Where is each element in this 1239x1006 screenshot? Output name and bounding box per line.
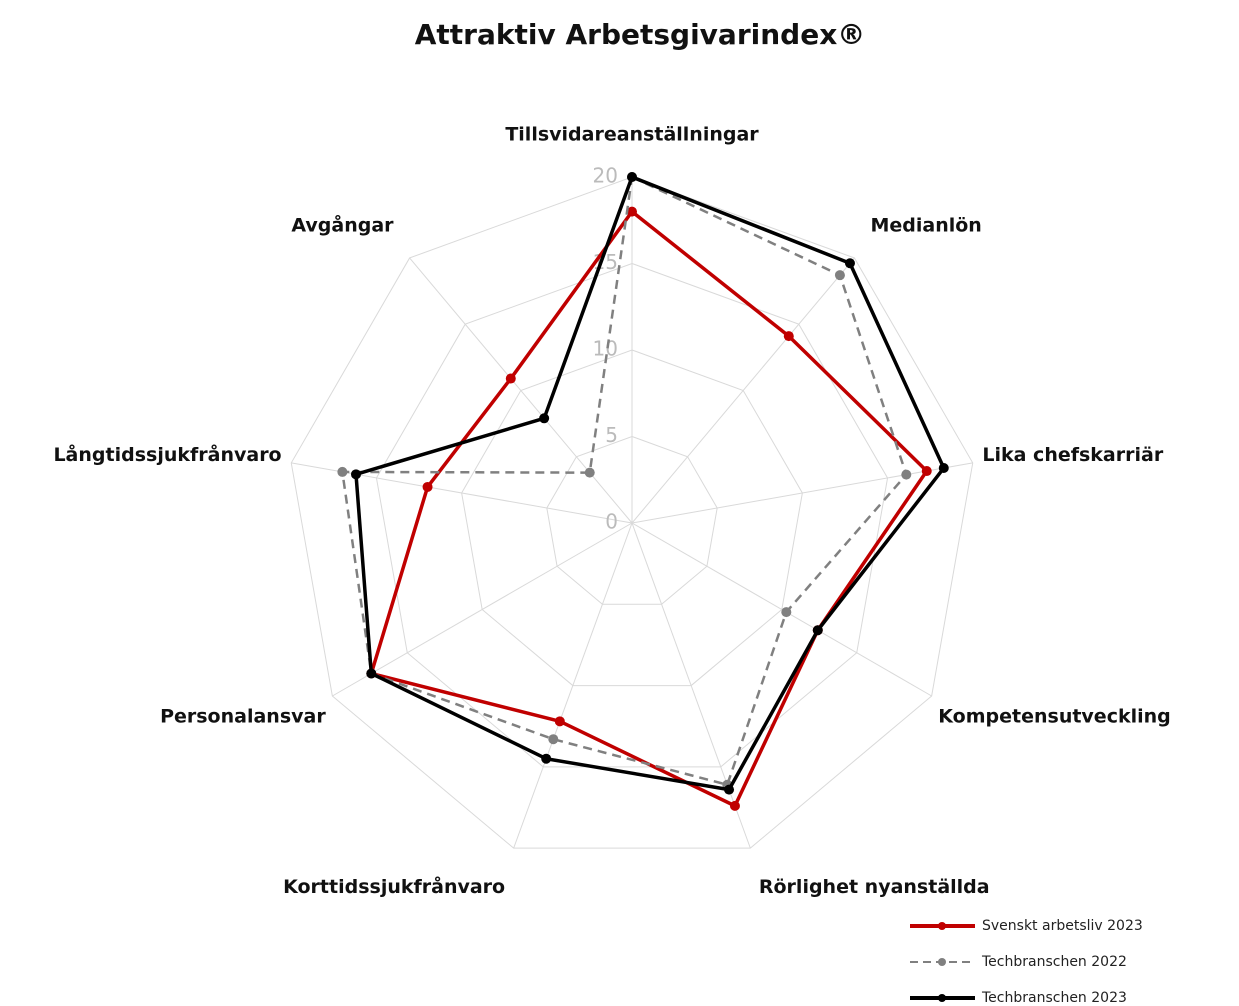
series-point <box>834 270 845 281</box>
series-point <box>422 481 433 492</box>
series-point <box>844 258 855 269</box>
series-point <box>627 172 637 182</box>
series-point <box>541 753 552 764</box>
category-label: Långtidssjukfrånvaro <box>53 442 281 466</box>
spoke <box>631 257 855 524</box>
series-point <box>350 469 361 480</box>
spoke <box>513 522 633 849</box>
series-point <box>781 607 792 618</box>
series-point <box>783 331 794 342</box>
category-label: Avgångar <box>291 212 394 236</box>
series-point <box>505 373 516 384</box>
category-label: Lika chefskarriär <box>982 444 1163 466</box>
series-point <box>366 668 377 679</box>
category-label: Tillsvidareanställningar <box>505 124 759 146</box>
series-point <box>337 466 348 477</box>
category-label: Korttidssjukfrånvaro <box>283 874 505 898</box>
spoke <box>332 522 633 697</box>
series-point <box>901 469 912 480</box>
grid-ring <box>375 262 889 768</box>
legend-marker <box>938 994 946 1002</box>
series-point <box>554 716 565 727</box>
legend-label: Techbranschen 2023 <box>981 990 1127 1006</box>
series-point <box>539 413 550 424</box>
tick-label: 0 <box>605 510 618 534</box>
series-line <box>354 175 946 792</box>
spoke <box>409 257 633 524</box>
legend-label: Svenskt arbetsliv 2023 <box>982 918 1143 934</box>
series-point <box>548 734 559 745</box>
tick-label: 5 <box>605 423 618 447</box>
series-point <box>921 466 932 477</box>
series-point <box>729 800 740 811</box>
grid-ring <box>546 435 718 605</box>
category-label: Medianlön <box>870 214 981 236</box>
series-line <box>369 209 929 808</box>
legend-marker <box>938 922 946 930</box>
grid-ring <box>290 176 974 849</box>
category-label: Kompetensutveckling <box>938 706 1170 728</box>
series-point <box>584 467 595 478</box>
spoke <box>631 462 973 524</box>
tick-label: 20 <box>593 164 618 188</box>
category-label: Rörlighet nyanställda <box>759 876 990 898</box>
chart-title: Attraktiv Arbetsgivarindex® <box>415 18 866 51</box>
spoke <box>631 522 932 697</box>
series-line <box>341 175 908 786</box>
legend-label: Techbranschen 2022 <box>981 954 1127 970</box>
legend-marker <box>938 958 946 966</box>
series-point <box>724 784 735 795</box>
series-point <box>627 206 637 217</box>
series-point <box>812 625 823 636</box>
category-label: Personalansvar <box>160 706 326 728</box>
series-point <box>938 463 949 474</box>
grid-ring <box>461 349 803 687</box>
